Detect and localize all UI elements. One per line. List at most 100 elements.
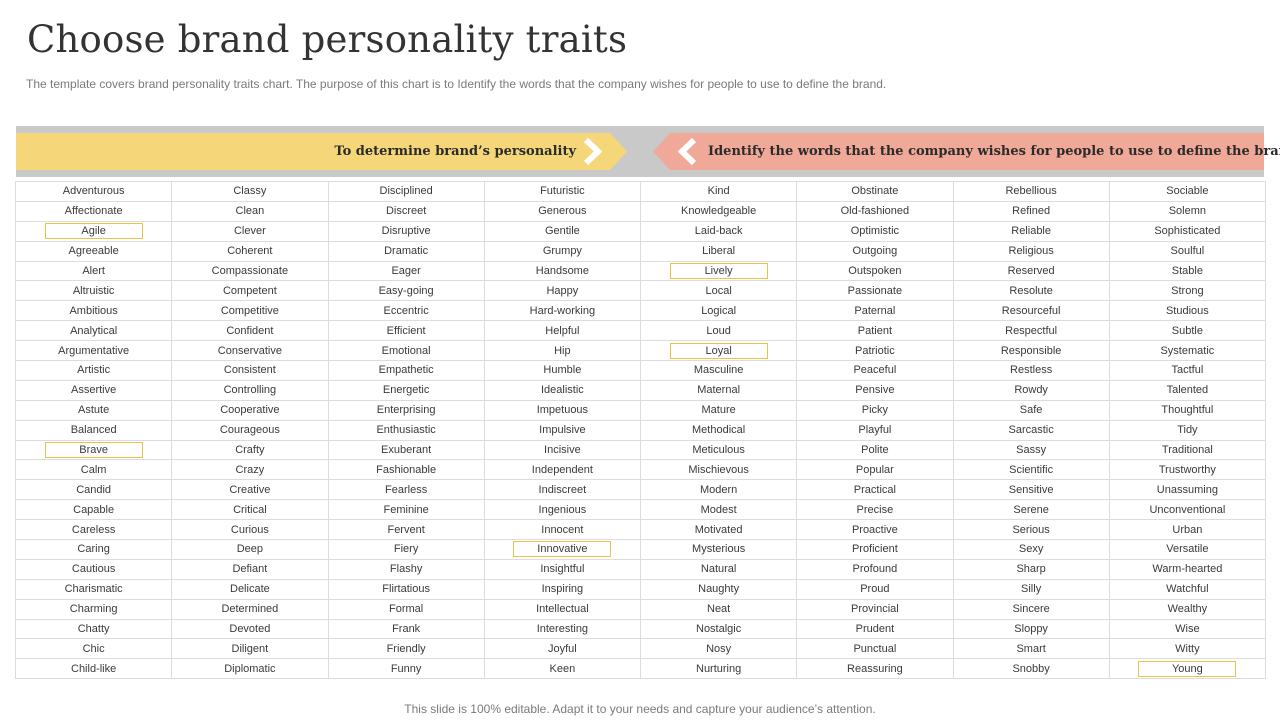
table-cell: Formal — [327, 598, 485, 620]
table-cell: Crazy — [171, 459, 329, 481]
table-cell: Sexy — [952, 539, 1110, 560]
table-cell: Sarcastic — [952, 419, 1110, 441]
trait-word: Silly — [1021, 583, 1042, 596]
table-cell: Dramatic — [327, 240, 485, 262]
trait-word: Solemn — [1168, 205, 1207, 218]
table-cell: Candid — [14, 479, 173, 501]
trait-word: Independent — [531, 463, 593, 476]
table-cell: Urban — [1108, 519, 1267, 541]
trait-word: Versatile — [1166, 543, 1209, 556]
trait-word: Old-fashioned — [840, 205, 910, 218]
trait-word: Neat — [707, 603, 731, 616]
table-cell: Loud — [639, 320, 798, 342]
trait-word: Affectionate — [64, 205, 123, 218]
table-cell: Rebellious — [952, 181, 1110, 202]
trait-word: Coherent — [227, 245, 273, 258]
table-cell: Intellectual — [483, 598, 642, 620]
chevron-left-icon — [677, 137, 697, 166]
table-cell: Responsible — [952, 340, 1110, 362]
table-cell: Deep — [171, 539, 329, 560]
table-row: Assertive Controlling Energetic Idealistic M… — [14, 379, 1267, 401]
table-cell: Cautious — [14, 558, 173, 580]
table-cell: Restless — [952, 360, 1110, 381]
trait-word: Resolute — [1009, 284, 1053, 297]
trait-word: Eccentric — [383, 304, 429, 317]
table-cell: Wise — [1108, 618, 1267, 640]
trait-word: Sassy — [1016, 444, 1047, 457]
table-cell: Efficient — [327, 320, 485, 342]
table-cell: Coherent — [171, 240, 329, 262]
trait-word: Delicate — [230, 583, 270, 596]
table-cell: Fashionable — [327, 459, 485, 481]
trait-word: Snobby — [1012, 662, 1050, 675]
table-cell: Precise — [796, 499, 954, 521]
table-cell: Outgoing — [796, 240, 954, 262]
table-cell: Subtle — [1108, 320, 1267, 342]
table-cell: Reserved — [952, 260, 1110, 282]
table-cell: Methodical — [639, 419, 798, 441]
table-cell: Scientific — [952, 459, 1110, 481]
table-cell: Competitive — [171, 300, 329, 322]
table-cell: Inspiring — [483, 578, 642, 600]
trait-word: Generous — [538, 205, 587, 218]
table-row: Charismatic Delicate Flirtatious Inspiring N… — [14, 578, 1267, 600]
trait-word: Warm-hearted — [1152, 563, 1223, 576]
table-cell: Ingenious — [483, 499, 642, 521]
table-cell: Confident — [171, 320, 329, 342]
table-cell: Sociable — [1108, 181, 1267, 202]
trait-word: Joyful — [548, 642, 577, 655]
table-cell: Fearless — [327, 479, 485, 501]
table-cell: Nostalgic — [639, 618, 798, 640]
trait-word: Mischievous — [688, 463, 749, 476]
trait-word: Crafty — [235, 444, 265, 457]
trait-word: Nosy — [706, 642, 732, 655]
table-cell: Patriotic — [796, 340, 954, 362]
trait-word: Creative — [229, 483, 271, 496]
trait-word: Peaceful — [853, 364, 897, 377]
trait-word: Flashy — [389, 563, 423, 576]
table-cell: Serious — [952, 519, 1110, 541]
trait-word: Enterprising — [376, 404, 436, 417]
trait-word: Laid-back — [694, 225, 743, 238]
trait-word: Liberal — [702, 245, 736, 258]
table-cell: Chatty — [14, 618, 173, 640]
trait-word: Rebellious — [1005, 185, 1057, 198]
trait-word: Outgoing — [852, 245, 898, 258]
trait-word: Impetuous — [536, 404, 589, 417]
trait-word: Disruptive — [381, 225, 431, 238]
trait-word: Classy — [233, 185, 267, 198]
table-row: Capable Critical Feminine Ingenious Modest Pr… — [14, 499, 1267, 521]
trait-word: Restless — [1010, 364, 1053, 377]
trait-word: Methodical — [692, 424, 746, 437]
table-cell: Obstinate — [796, 181, 954, 202]
trait-word: Respectful — [1005, 324, 1058, 337]
table-row: Analytical Confident Efficient Helpful Loud P… — [14, 320, 1267, 342]
table-cell: Provincial — [796, 598, 954, 620]
trait-word: Cautious — [71, 563, 116, 576]
trait-word: Sophisticated — [1154, 225, 1221, 238]
table-cell: Eager — [327, 260, 485, 282]
trait-word: Stable — [1171, 265, 1203, 277]
table-cell: Interesting — [483, 618, 642, 640]
table-cell: Creative — [171, 479, 329, 501]
page-title: Choose brand personality traits — [27, 18, 628, 61]
table-row: Altruistic Competent Easy-going Happy Local P… — [14, 280, 1267, 302]
trait-word: Argumentative — [58, 344, 130, 357]
table-row: Balanced Courageous Enthusiastic Impulsive M… — [14, 419, 1267, 441]
table-cell: Passionate — [796, 280, 954, 302]
trait-word: Astute — [78, 404, 110, 417]
table-cell: Balanced — [14, 419, 173, 441]
trait-word: Studious — [1165, 304, 1209, 317]
chevron-right-icon — [583, 137, 603, 166]
trait-word: Easy-going — [378, 284, 434, 297]
trait-word: Naughty — [698, 583, 740, 596]
trait-word: Feminine — [383, 503, 429, 516]
table-cell: Hip — [483, 340, 642, 362]
trait-word: Humble — [543, 364, 582, 377]
table-cell: Strong — [1108, 280, 1267, 302]
table-cell: Loyal — [639, 340, 798, 362]
table-cell: Astute — [14, 399, 173, 421]
trait-word: Confident — [226, 324, 274, 337]
trait-word: Popular — [855, 463, 894, 476]
trait-word: Nostalgic — [696, 623, 742, 636]
